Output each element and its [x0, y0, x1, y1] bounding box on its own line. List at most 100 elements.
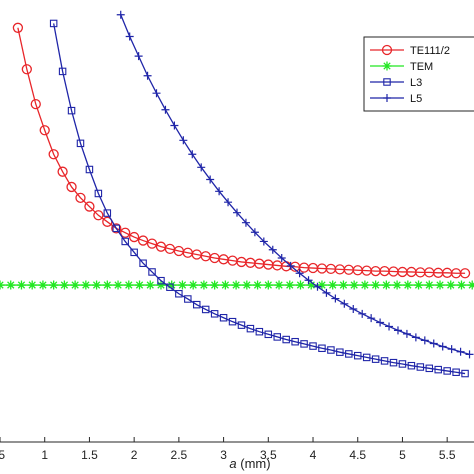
series-l5-point-shape	[161, 105, 170, 114]
series-te111-2-point	[459, 268, 471, 279]
series-l5-point	[125, 32, 134, 41]
series-l5-point	[358, 309, 367, 318]
series-l3-point	[237, 321, 246, 329]
series-tem-point	[424, 280, 434, 290]
legend-item-l3: L3	[370, 77, 422, 89]
x-tick-label: 3.5	[260, 448, 277, 462]
series-tem-point	[263, 280, 273, 290]
series-tem-point	[456, 280, 466, 290]
series-tem-point-shape	[113, 280, 123, 290]
series-tem-point-shape	[424, 280, 434, 290]
series-tem-point	[156, 280, 166, 290]
series-l3-point-shape	[166, 283, 174, 291]
series-l5-point	[295, 269, 304, 278]
series-tem-point	[49, 280, 59, 290]
series-l3-point-shape	[300, 340, 308, 348]
series-l3-point-shape	[67, 106, 76, 115]
series-te111-2-point	[75, 192, 86, 203]
series-l3-point	[58, 67, 67, 76]
series-l3-point-shape	[228, 317, 237, 326]
series-l3-point-shape	[219, 313, 228, 322]
series-l3-point	[353, 351, 362, 360]
series-l3-point	[166, 283, 174, 291]
series-te111-2-point	[120, 227, 131, 238]
series-l3-point	[380, 357, 389, 365]
series-tem-point-shape	[188, 280, 198, 290]
series-tem-point-shape	[177, 280, 187, 290]
series-l5-line	[120, 14, 470, 355]
legend: TE111/2 TEM L3 L5	[363, 36, 474, 112]
series-l5-point	[206, 175, 215, 184]
series-te111-2-point-shape	[84, 201, 95, 212]
series-l3-point	[309, 342, 317, 350]
series-tem-point	[328, 280, 338, 290]
series-l5-point-shape	[197, 163, 206, 172]
series-l3-point	[362, 353, 371, 362]
series-l5-point-shape	[295, 269, 304, 278]
series-l3-point-shape	[425, 364, 434, 373]
series-l3-point	[175, 290, 183, 298]
series-tem-point	[188, 280, 198, 290]
series-tem-point-shape	[317, 280, 327, 290]
series-te111-2-point	[84, 201, 95, 212]
series-l5-point	[241, 218, 250, 227]
series-te111-2-point-shape	[146, 238, 158, 249]
series-te111-2-point-shape	[111, 223, 122, 234]
series-l3-point	[300, 340, 308, 348]
series-l5	[116, 10, 474, 359]
series-l3-point-shape	[318, 344, 326, 353]
series-l3-point-shape	[184, 295, 192, 303]
series-te111-2-point-shape	[30, 98, 41, 110]
series-te111-2-point	[39, 125, 50, 136]
series-l5-point	[447, 345, 456, 354]
series-l5-point-shape	[277, 254, 286, 263]
series-l3-point	[416, 363, 425, 371]
series-tem-point-shape	[199, 280, 209, 290]
series-l3-point-shape	[336, 348, 344, 356]
legend-swatch-marker	[383, 78, 391, 86]
series-l3-point-shape	[130, 248, 138, 257]
series-te111-2-point	[66, 181, 77, 193]
series-l5-point	[277, 254, 286, 263]
series-l3-point-shape	[327, 346, 335, 354]
series-l5-point-shape	[179, 136, 188, 145]
series-l3-point	[443, 367, 451, 375]
series-te111-2-point	[21, 64, 32, 75]
x-tick-label: 4	[310, 448, 317, 462]
series-tem-point	[446, 280, 456, 290]
series-te111-2-point-shape	[57, 166, 68, 177]
series-l3-point	[389, 358, 398, 367]
legend-label: L5	[410, 93, 422, 105]
series-tem-point-shape	[306, 280, 316, 290]
series-l3-point-shape	[112, 224, 121, 233]
series-te111-2-point	[12, 22, 24, 33]
legend-swatch-marker	[383, 94, 391, 102]
series-te111-2-point	[137, 235, 149, 246]
series-l3-point-shape	[76, 139, 85, 148]
series-tem-point-shape	[403, 280, 413, 290]
series-l3-point	[201, 305, 210, 314]
series-tem-point	[92, 280, 102, 290]
series-tem-point-shape	[59, 280, 69, 290]
series-l5-point-shape	[304, 276, 313, 285]
series-tem-point-shape	[242, 280, 252, 290]
series-tem-point	[306, 280, 316, 290]
series-l3-point-shape	[58, 67, 67, 76]
series-l5-point-shape	[152, 89, 161, 98]
series-l5-point	[385, 322, 394, 331]
series-l5-point	[268, 245, 277, 254]
series-l5-point	[143, 71, 152, 80]
series-l3-point	[112, 224, 121, 233]
series-l5-point-shape	[358, 309, 367, 318]
series-tem-point	[242, 280, 252, 290]
series-te111-2-point	[129, 231, 140, 243]
legend-swatch-marker	[381, 44, 393, 56]
legend-label: TE111/2	[410, 45, 450, 57]
series-l5-point	[349, 305, 358, 314]
series-tem-point	[360, 280, 370, 290]
series-l5-point-shape	[313, 282, 322, 291]
series-l3-point	[371, 355, 380, 363]
series-te111-2-point	[93, 210, 104, 221]
series-l3-point	[273, 333, 281, 341]
series-l3-point	[425, 364, 434, 373]
